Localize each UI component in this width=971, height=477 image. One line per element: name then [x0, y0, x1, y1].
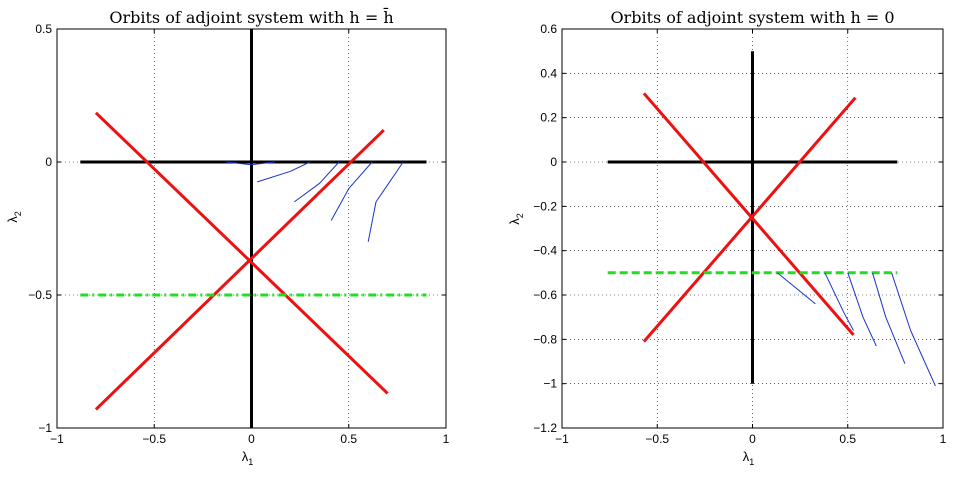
y-tick-label: −1: [543, 377, 557, 391]
y-tick-label: 0.4: [540, 66, 557, 80]
y-tick-label: 0: [45, 155, 52, 169]
series-line-3: [94, 111, 389, 395]
chart-title: Orbits of adjoint system with h = h̄: [109, 6, 393, 27]
series-line-3: [642, 92, 855, 336]
y-axis-label: λ2: [5, 211, 23, 223]
series-line-9: [872, 272, 906, 364]
y-tick-label: −0.6: [533, 288, 557, 302]
chart-1: −1 −0.5 0 0.5 1 −1 −0.5 0 0.5 Orbits of adjoint s…: [5, 6, 450, 467]
x-tick-label: 0: [248, 432, 255, 446]
y-tick-label: 0: [550, 155, 557, 169]
y-tick-label: 0.2: [540, 111, 557, 125]
y-tick-label: 0.6: [540, 22, 557, 36]
x-axis-label: λ1: [743, 449, 755, 467]
x-tick-label: −1: [50, 432, 64, 446]
x-axis-label: λ1: [242, 449, 254, 467]
y-tick-label: −0.8: [533, 332, 557, 346]
series-line-4: [642, 96, 857, 343]
series-line-6: [226, 161, 275, 166]
x-tick-label: 1: [940, 432, 947, 446]
series-line-4: [94, 129, 385, 411]
x-tick-label: 1: [443, 432, 450, 446]
series-line-6: [776, 272, 816, 305]
series-line-8: [294, 161, 340, 203]
series-line-8: [847, 272, 877, 347]
x-tick-label: 0: [749, 432, 756, 446]
chart-2: −1 −0.5 0 0.5 1−1.2−1−0.8−0.6−0.4−0.200.20.4…: [507, 8, 947, 467]
y-tick-label: −1: [38, 421, 52, 435]
series-line-10: [367, 161, 404, 242]
series-line-7: [824, 272, 854, 331]
y-tick-label: −1.2: [533, 421, 557, 435]
y-tick-label: −0.5: [28, 288, 52, 302]
series-line-7: [257, 161, 311, 183]
y-tick-label: −0.4: [533, 244, 557, 258]
chart-title: Orbits of adjoint system with h = 0: [610, 8, 894, 27]
series-line-10: [891, 272, 936, 387]
x-tick-label: −0.5: [645, 432, 669, 446]
series-line-9: [330, 161, 373, 221]
x-tick-label: −0.5: [142, 432, 166, 446]
x-tick-label: 0.5: [340, 432, 357, 446]
x-tick-label: −1: [555, 432, 569, 446]
x-tick-label: 0.5: [839, 432, 856, 446]
y-tick-label: −0.2: [533, 199, 557, 213]
y-tick-label: 0.5: [35, 22, 52, 36]
y-axis-label: λ2: [507, 213, 525, 225]
